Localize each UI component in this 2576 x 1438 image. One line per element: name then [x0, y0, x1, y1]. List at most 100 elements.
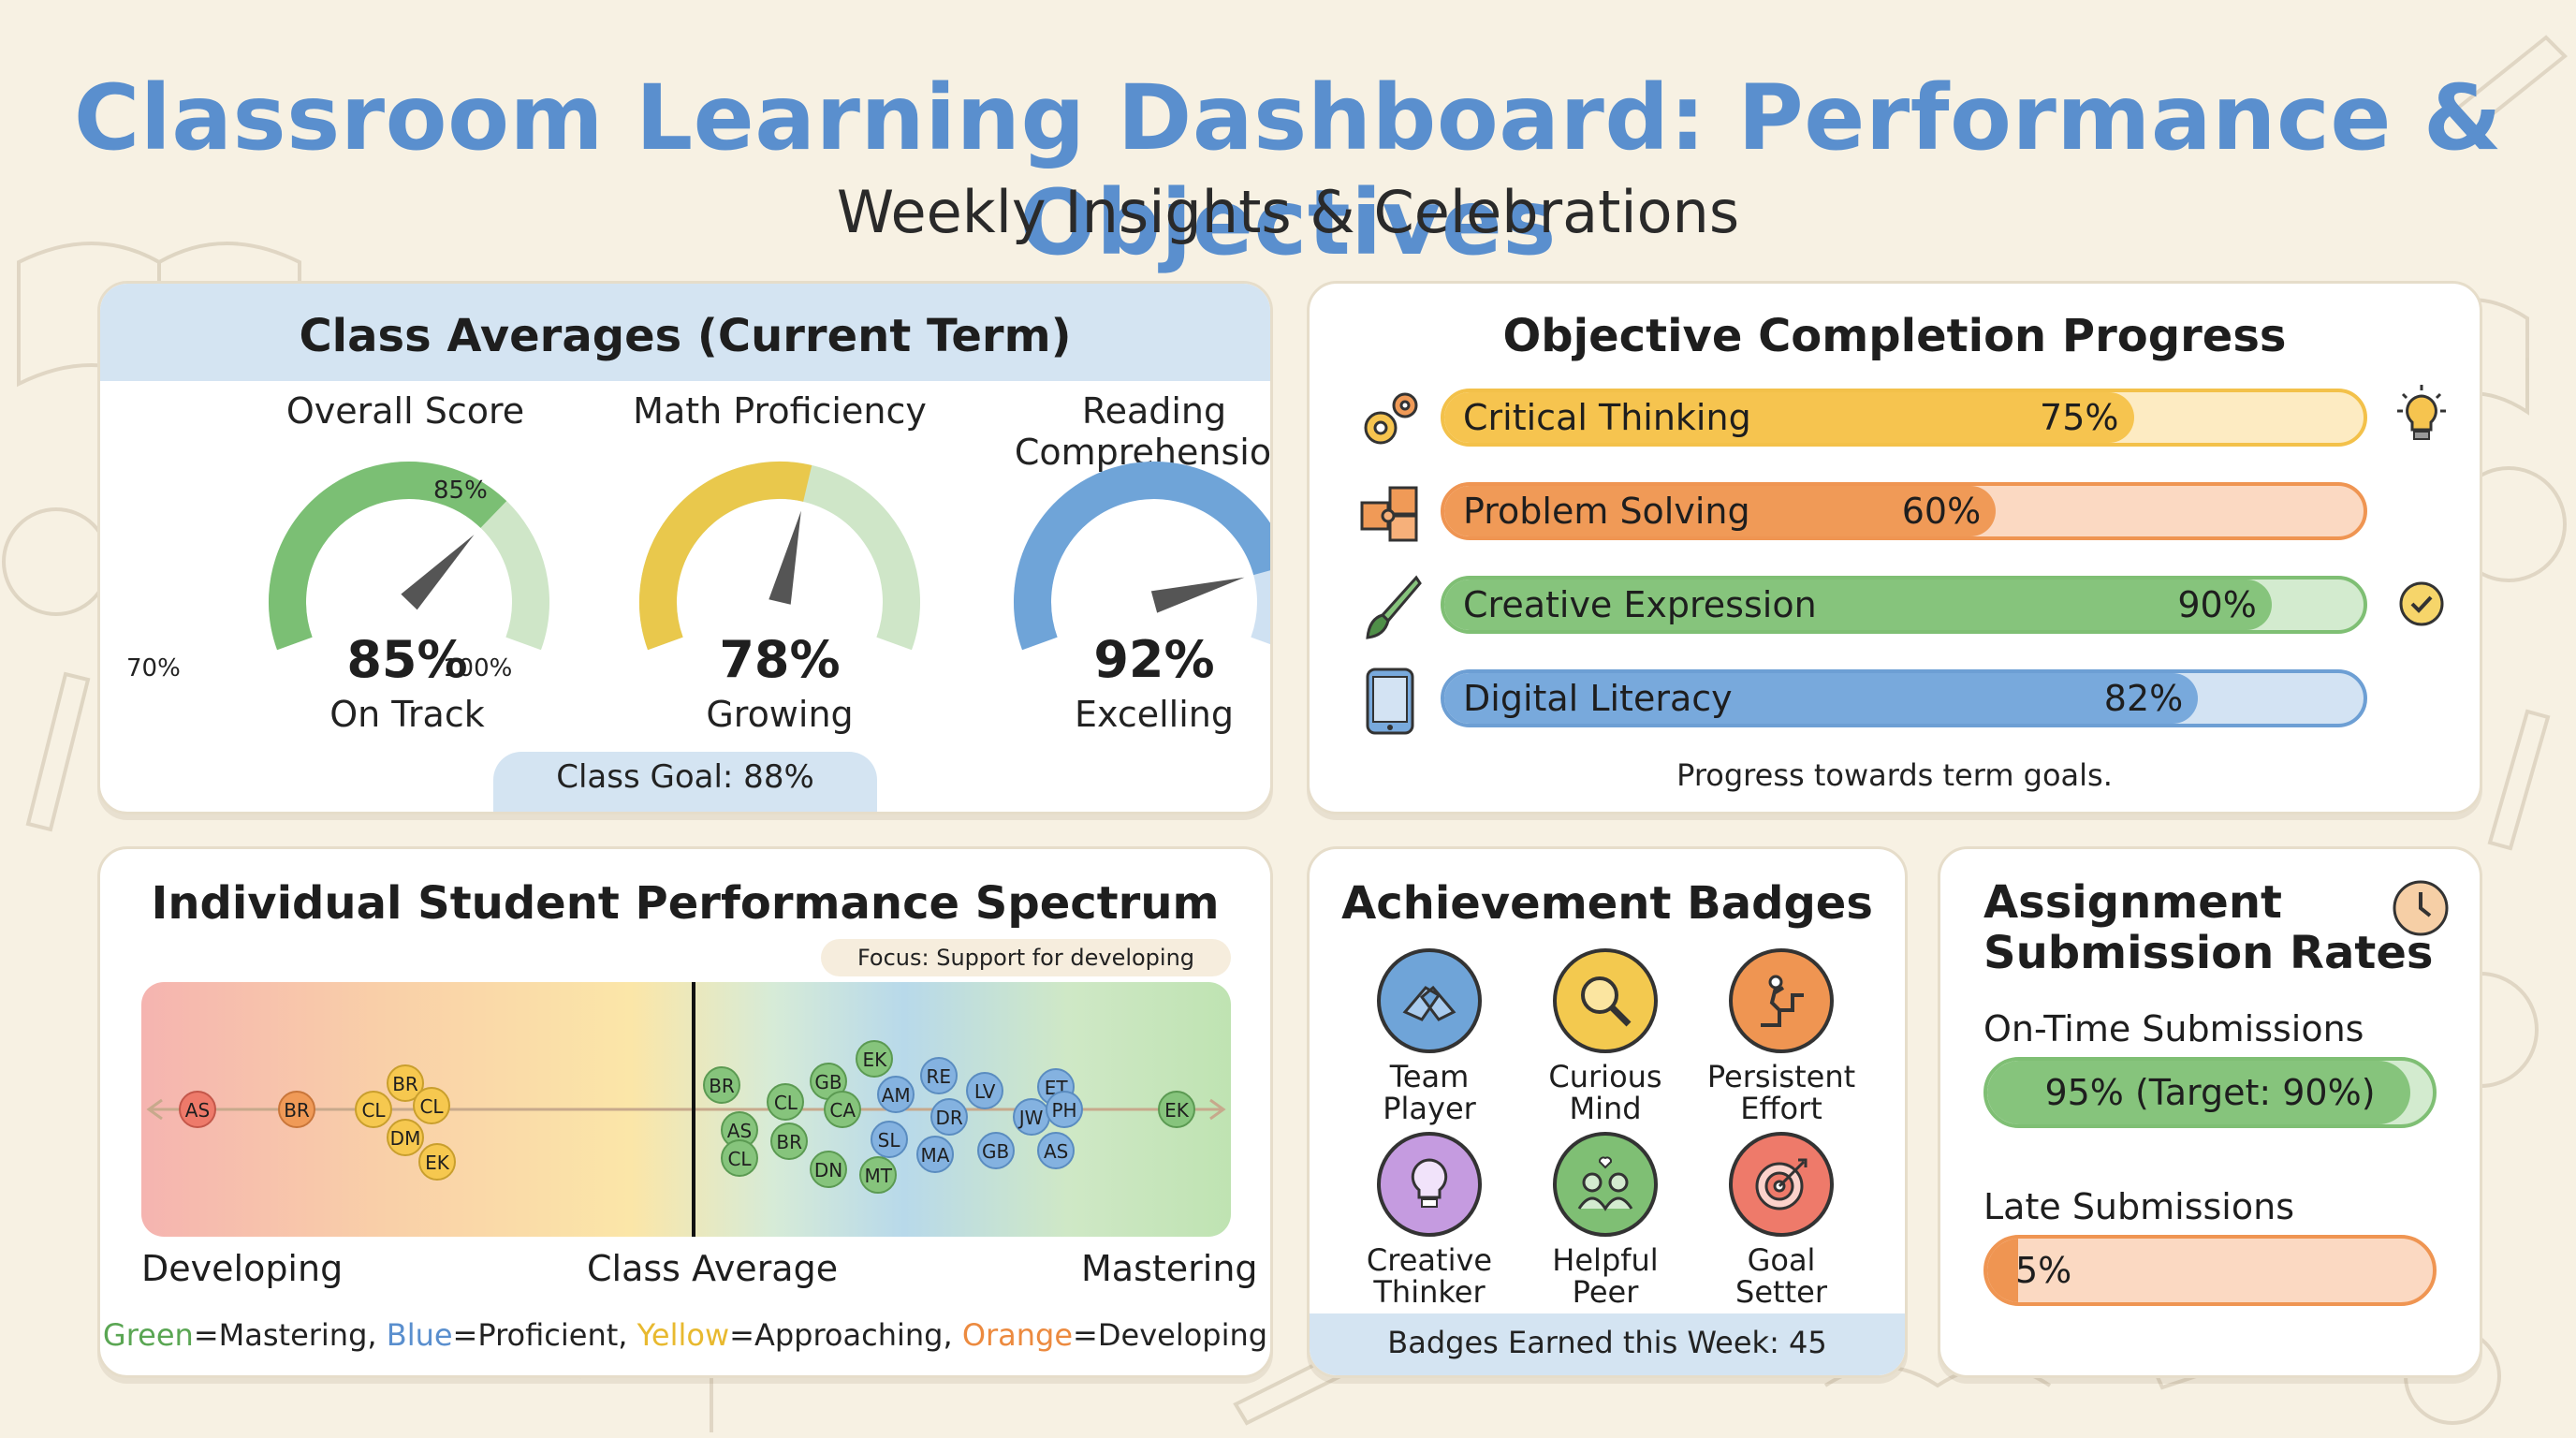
badge-persistent-effort: Persistent Effort: [1697, 948, 1866, 1124]
badge-label: Creative Thinker: [1366, 1242, 1493, 1310]
badge-circle: [1377, 948, 1482, 1053]
objective-fill: [1444, 673, 2199, 724]
badge-label: Curious Mind: [1548, 1059, 1662, 1126]
target-icon: [1755, 1158, 1808, 1211]
check-circle-icon: [2399, 581, 2444, 626]
student-dot: BR: [278, 1091, 315, 1128]
student-dot: CL: [767, 1083, 805, 1121]
gauge-needle: [401, 535, 475, 610]
objective-percent: 82%: [2103, 678, 2184, 719]
student-dot: GB: [810, 1063, 847, 1100]
objective-fill: [1444, 392, 2134, 443]
student-dot: AS: [179, 1091, 216, 1128]
badge-circle: [1729, 948, 1834, 1053]
legend-blue: Blue: [386, 1317, 453, 1353]
spectrum-title: Individual Student Performance Spectrum: [151, 877, 1220, 930]
climber-icon: [1761, 975, 1804, 1027]
student-dot: JW: [1012, 1098, 1050, 1136]
spectrum-focus-pill: Focus: Support for developing students: [821, 939, 1231, 1008]
student-dot: DN: [810, 1151, 847, 1188]
handshake-icon: [1402, 985, 1456, 1021]
on-time-label: On-Time Submissions: [1983, 1008, 2364, 1049]
legend-yellow-text: =Approaching,: [729, 1317, 962, 1353]
on-time-fill: [1987, 1061, 2411, 1124]
late-fill: [1987, 1239, 2019, 1302]
student-dot: CL: [413, 1087, 450, 1124]
lightbulb-icon: [1411, 1158, 1448, 1208]
student-dot: RE: [919, 1057, 958, 1094]
overall-score-gauge: [269, 462, 549, 651]
submissions-title: Assignment Submission Rates: [1983, 876, 2434, 979]
student-dot: BR: [703, 1066, 740, 1104]
badge-helpful-peer: Helpful Peer: [1521, 1132, 1690, 1308]
objective-percent: 90%: [2177, 584, 2257, 625]
gauge-marker-label: 85%: [433, 477, 488, 505]
gauge-needle: [1150, 577, 1245, 613]
student-dot: CL: [355, 1091, 392, 1128]
class-averages-title: Class Averages (Current Term): [299, 310, 1072, 362]
spectrum-gradient: AS BR CL BR CL DM EK BR AS CL CL GB BR EK CA DN AM SL MT RE…: [141, 982, 1231, 1237]
badge-team-player: Team Player: [1345, 948, 1514, 1124]
class-averages-header: [100, 284, 1270, 381]
paintbrush-icon: [1366, 575, 1422, 639]
badge-label: Persistent Effort: [1706, 1059, 1856, 1126]
gauge-value-math: 78%: [719, 630, 841, 689]
page-title: Classroom Learning Dashboard: Performanc…: [73, 66, 2503, 275]
badge-circle: [1553, 1132, 1658, 1237]
badge-curious-mind: Curious Mind: [1521, 948, 1690, 1124]
student-dot: CA: [824, 1091, 862, 1128]
late-value: 5%: [2015, 1250, 2072, 1291]
badge-circle: [1729, 1132, 1834, 1237]
on-time-bar: 95% (Target: 90%): [1983, 1057, 2437, 1128]
gauge-label-reading: Reading Comprehension: [1014, 390, 1273, 473]
objective-row-critical-thinking: Critical Thinking 75%: [1310, 385, 2480, 454]
legend-blue-text: =Proficient,: [452, 1317, 637, 1353]
objective-percent: 75%: [2040, 397, 2119, 438]
puzzle-icon: [1360, 486, 1418, 542]
student-dot: GB: [976, 1132, 1015, 1169]
student-dot: PH: [1046, 1091, 1083, 1128]
student-dot: EK: [1158, 1091, 1195, 1128]
badges-footer: Badges Earned this Week: 45: [1310, 1313, 1905, 1375]
legend-green-text: =Mastering,: [193, 1317, 387, 1353]
objectives-footer: Progress towards term goals.: [1676, 757, 2113, 793]
gauge-label-overall: Overall Score: [285, 390, 525, 432]
objective-row-problem-solving: Problem Solving 60%: [1310, 482, 2480, 548]
magnifier-icon: [1581, 976, 1632, 1027]
spectrum-card: Individual Student Performance Spectrum …: [97, 846, 1273, 1378]
student-dot: AM: [877, 1076, 915, 1113]
badge-label: Helpful Peer: [1552, 1242, 1659, 1310]
gears-icon: [1364, 392, 1418, 445]
axis-label-class-average: Class Average: [587, 1248, 839, 1289]
objective-label: Digital Literacy: [1463, 678, 1733, 719]
objective-fill: [1444, 580, 2272, 630]
axis-label-mastering: Mastering: [1081, 1248, 1258, 1289]
student-dot: BR: [770, 1123, 809, 1160]
lightbulb-icon: [2397, 385, 2446, 440]
on-time-value: 95% (Target: 90%): [2044, 1072, 2376, 1113]
objective-bar: Digital Literacy 82%: [1441, 669, 2367, 727]
badge-label: Goal Setter: [1735, 1242, 1827, 1310]
student-dot: DR: [930, 1098, 969, 1136]
legend-orange: Orange: [961, 1317, 1074, 1353]
badges-card: Achievement Badges Team Player Curious Min…: [1307, 846, 1908, 1378]
gauge-label-math: Math Proficiency: [633, 390, 927, 432]
page-subtitle: Weekly Insights & Celebrations: [836, 178, 1740, 246]
tablet-icon: [1366, 668, 1414, 735]
class-goal-pill: Class Goal: 88% Average: [493, 752, 877, 812]
legend-orange-text: =Developing: [1073, 1317, 1268, 1353]
badge-circle: [1377, 1132, 1482, 1237]
student-dot: BR: [387, 1064, 424, 1102]
badge-goal-setter: Goal Setter: [1697, 1132, 1866, 1308]
objective-bar: Critical Thinking 75%: [1441, 389, 2367, 447]
student-dot: EK: [418, 1143, 456, 1181]
late-label: Late Submissions: [1983, 1186, 2294, 1227]
badge-creative-thinker: Creative Thinker: [1345, 1132, 1514, 1308]
objective-label: Critical Thinking: [1463, 397, 1751, 438]
objective-percent: 60%: [1901, 491, 1982, 532]
badge-label: Team Player: [1383, 1059, 1476, 1126]
student-dot: AS: [1037, 1132, 1076, 1169]
objective-label: Creative Expression: [1463, 584, 1817, 625]
gauge-status-math: Growing: [706, 694, 854, 735]
late-bar: 5%: [1983, 1235, 2437, 1306]
